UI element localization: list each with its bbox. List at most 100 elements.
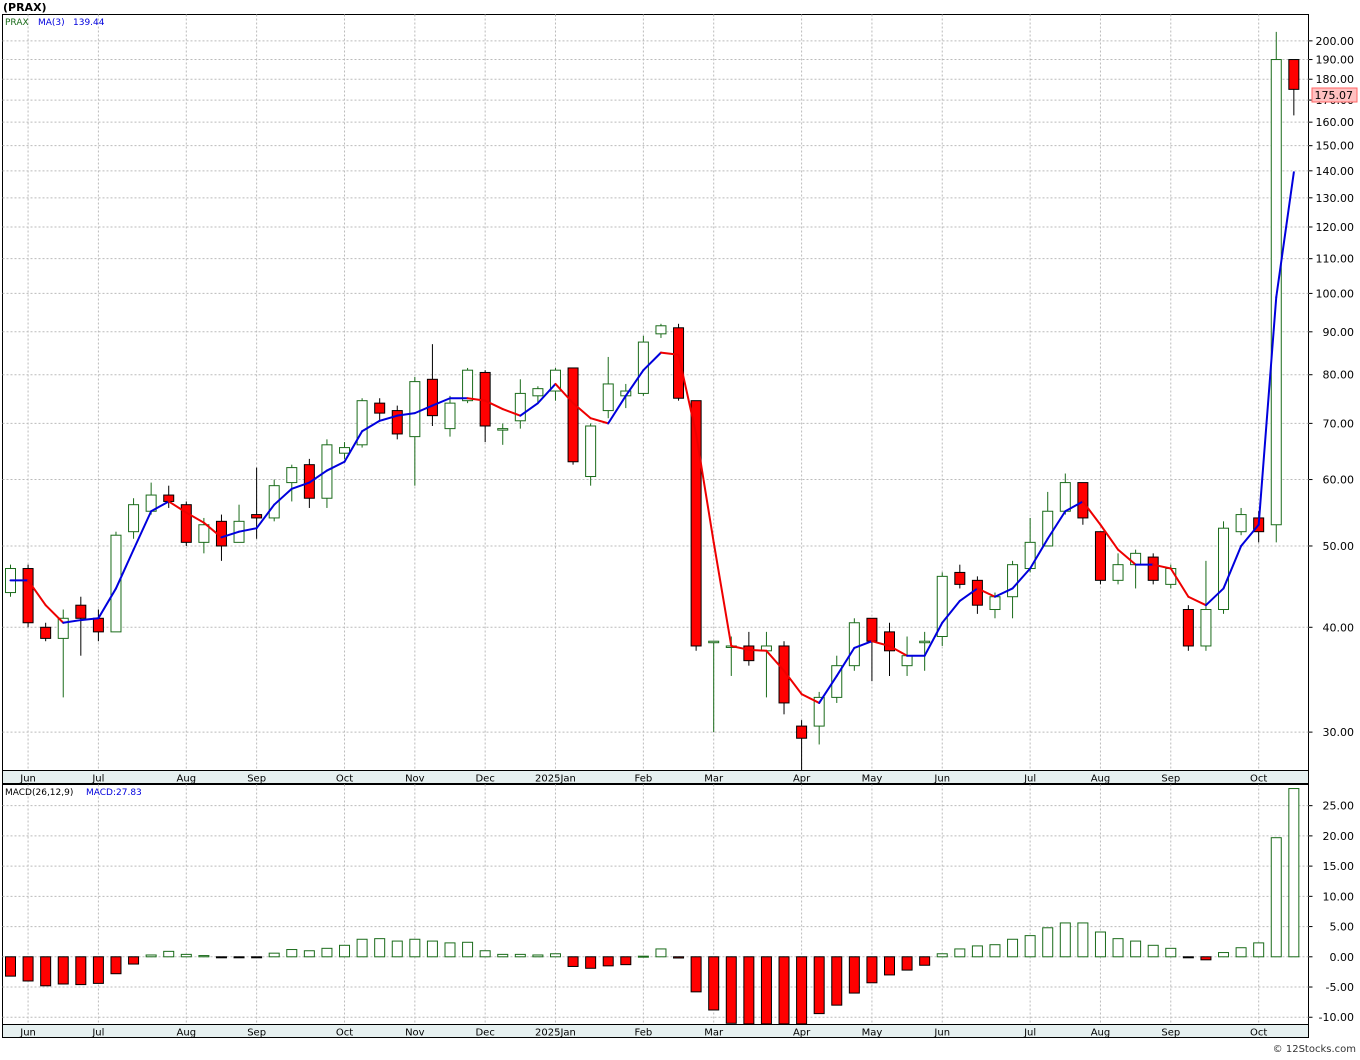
- macd-bar: [901, 956, 913, 971]
- candle-body: [268, 485, 280, 519]
- ma3-segment: [501, 408, 522, 417]
- macd-bar: [813, 956, 825, 1015]
- ma3-segment: [238, 527, 258, 533]
- macd-tick-label: 10.00: [1323, 890, 1355, 903]
- macd-month-label: Dec: [475, 1028, 494, 1039]
- candle: [708, 640, 720, 733]
- ma3-segment: [519, 402, 539, 417]
- ma3-segment: [870, 640, 891, 647]
- candle-body: [690, 400, 702, 647]
- macd-month-label: Oct: [336, 1028, 353, 1039]
- price-tick-label: 130.00: [1316, 192, 1355, 205]
- candle: [514, 379, 526, 429]
- ma3-segment: [765, 649, 786, 672]
- candle: [40, 622, 52, 642]
- macd-bar: [268, 952, 280, 958]
- month-label: Oct: [336, 774, 353, 785]
- macd-bar: [128, 956, 140, 965]
- macd-y-axis: -10.00 -5.00 0.00 5.00 10.00 15.00 20.00 25.00: [1308, 800, 1355, 1024]
- candle-body: [40, 626, 52, 639]
- macd-grid: [2, 784, 1309, 1025]
- month-label: Apr: [793, 774, 811, 785]
- macd-tick-label: 15.00: [1323, 860, 1355, 873]
- candle-body: [673, 327, 685, 399]
- ma3-segment: [361, 419, 381, 433]
- macd-bar: [92, 956, 104, 984]
- month-label: Oct: [1250, 774, 1267, 785]
- macd-bar: [198, 955, 210, 958]
- candle-body: [1094, 531, 1106, 581]
- ma3-segment: [1222, 544, 1243, 590]
- candle-body: [1235, 514, 1247, 533]
- macd-bar: [673, 956, 685, 959]
- candle: [884, 622, 895, 676]
- macd-bar: [1288, 788, 1300, 958]
- macd-month-label: Nov: [405, 1028, 425, 1039]
- candle-body: [110, 534, 122, 633]
- legend-symbol: PRAX: [5, 18, 29, 28]
- candle-body: [251, 514, 263, 519]
- candle-body: [356, 400, 368, 446]
- ma3-segment: [431, 397, 451, 407]
- candle: [1218, 521, 1230, 614]
- macd-bar: [57, 956, 69, 985]
- candle: [128, 498, 140, 539]
- watermark: © 12Stocks.com: [1273, 1044, 1356, 1055]
- macd-month-label: Apr: [793, 1028, 811, 1039]
- ma3-segment: [923, 621, 944, 657]
- macd-bar: [215, 956, 227, 959]
- ma3-segment: [97, 587, 117, 620]
- ma3-segment: [132, 510, 153, 551]
- price-tick-label: 200.00: [1316, 35, 1355, 48]
- price-tick-label: 110.00: [1316, 253, 1355, 266]
- candle: [673, 323, 685, 401]
- macd-bar: [180, 953, 192, 958]
- candle-body: [1112, 564, 1124, 581]
- ma3-segment: [589, 417, 610, 425]
- macd-bar: [514, 953, 526, 958]
- macd-label: MACD(26,12,9): [5, 788, 73, 798]
- candle: [497, 423, 509, 445]
- macd-bars: [5, 788, 1300, 1025]
- ma3-segment: [659, 351, 680, 356]
- macd-bar: [1253, 942, 1265, 958]
- candle-body: [1077, 482, 1089, 519]
- candle: [532, 386, 544, 404]
- candle-body: [778, 645, 790, 704]
- candle: [796, 720, 808, 771]
- candle-body: [796, 725, 808, 739]
- ma3-segment: [800, 693, 821, 704]
- price-tick-label: 80.00: [1323, 369, 1355, 382]
- ma3-segment: [695, 432, 715, 544]
- candle: [690, 400, 702, 651]
- candle-body: [848, 622, 860, 667]
- ma3-segment: [642, 351, 662, 372]
- macd-bar: [725, 956, 737, 1024]
- ma3-segment: [783, 669, 803, 696]
- month-label: Jun: [19, 774, 36, 785]
- macd-panel: [2, 784, 1309, 1025]
- macd-tick-label: 5.00: [1330, 921, 1355, 934]
- price-tick-label: 70.00: [1323, 417, 1355, 430]
- macd-bar: [884, 956, 895, 976]
- macd-bar: [708, 956, 720, 1011]
- macd-bar: [321, 947, 333, 958]
- price-y-axis: 30.00 40.00 50.00 60.00 70.00 80.00 90.00 100.0…: [1308, 35, 1355, 739]
- ma3-segment: [941, 599, 961, 624]
- macd-bar: [655, 948, 667, 958]
- macd-bar: [743, 956, 755, 1025]
- candle: [409, 377, 421, 486]
- month-label: Jul: [91, 774, 104, 785]
- macd-month-label: Jun: [933, 1028, 950, 1039]
- candle-body: [567, 367, 579, 463]
- candle-body: [444, 402, 456, 430]
- macd-month-label: May: [862, 1028, 883, 1039]
- candle: [585, 423, 597, 486]
- candle: [1094, 531, 1106, 585]
- candle-body: [813, 696, 825, 727]
- ma3-segment: [730, 644, 750, 651]
- macd-bar: [989, 944, 1001, 958]
- candle-body: [866, 617, 878, 642]
- candle: [1288, 59, 1300, 116]
- macd-bar: [1200, 956, 1212, 961]
